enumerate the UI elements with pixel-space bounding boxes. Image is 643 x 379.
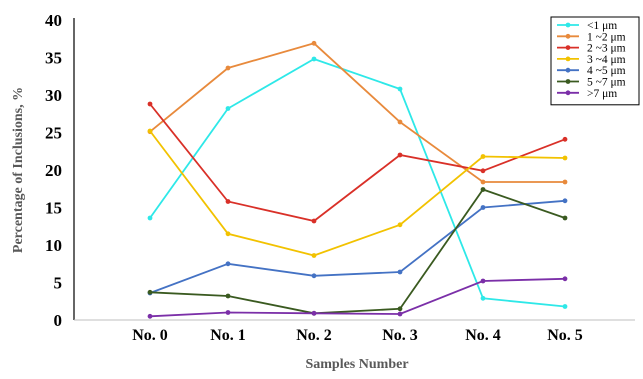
- data-point: [311, 40, 317, 46]
- series-line: [149, 103, 566, 222]
- series-4: [147, 128, 568, 258]
- series-7: [147, 276, 568, 319]
- series-3: [147, 101, 568, 224]
- series-line: [149, 199, 566, 294]
- data-point: [147, 313, 153, 319]
- data-point: [311, 253, 317, 258]
- series-line: [149, 130, 566, 257]
- y-axis-label: Percentage of Inclusions, %: [11, 87, 26, 253]
- data-point: [480, 205, 486, 210]
- data-point: [397, 86, 403, 92]
- legend: <1 μm1 ~2 μm2 ~3 μm3 ~4 μm4 ~5 μm5 ~7 μm…: [550, 16, 640, 106]
- y-tick-label: 35: [45, 49, 62, 68]
- y-tick-label: 0: [54, 311, 63, 330]
- data-point: [225, 106, 231, 111]
- data-point: [311, 310, 317, 316]
- data-point: [397, 306, 403, 312]
- legend-item: 2 ~3 μm: [557, 43, 626, 55]
- y-tick-label: 25: [45, 124, 62, 143]
- data-point: [480, 295, 486, 301]
- data-point: [562, 136, 568, 142]
- series-2: [147, 40, 568, 185]
- y-tick-labels: 0 5 10 15 20 25 30 35 40: [45, 11, 62, 330]
- data-point: [397, 119, 403, 125]
- series-line: [149, 42, 565, 183]
- legend-swatch-marker: [565, 33, 571, 39]
- data-point: [480, 179, 486, 185]
- data-point: [480, 187, 486, 192]
- data-point: [147, 101, 153, 107]
- series-line: [149, 58, 566, 308]
- data-point: [225, 231, 231, 237]
- legend-swatch-marker: [565, 22, 571, 28]
- legend-item: <1 μm: [557, 20, 617, 32]
- data-point: [397, 269, 403, 275]
- legend-swatch-marker: [565, 67, 571, 73]
- x-tick-label: No. 4: [465, 327, 501, 344]
- series-5: [147, 198, 568, 296]
- legend-item: 5 ~7 μm: [557, 77, 626, 89]
- data-point: [147, 128, 153, 134]
- data-point: [225, 65, 231, 71]
- x-axis-label: Samples Number: [305, 357, 408, 372]
- x-tick-label: No. 5: [547, 327, 583, 344]
- data-point: [562, 276, 568, 282]
- legend-item: >7 μm: [557, 88, 617, 100]
- series-1: [147, 56, 568, 309]
- data-point: [562, 198, 568, 204]
- legend-swatch-marker: [565, 56, 571, 62]
- legend-label: 5 ~7 μm: [587, 77, 626, 89]
- x-tick-label: No. 2: [296, 327, 332, 344]
- data-point: [225, 310, 231, 315]
- data-point: [225, 199, 231, 204]
- legend-swatch-marker: [565, 45, 571, 50]
- data-point: [225, 261, 231, 267]
- data-point: [480, 154, 486, 159]
- legend-item: 3 ~4 μm: [557, 54, 626, 66]
- axes: [73, 18, 635, 321]
- data-point: [480, 168, 486, 174]
- data-point: [147, 289, 153, 295]
- legend-label: >7 μm: [587, 88, 617, 100]
- y-tick-label: 40: [45, 11, 62, 30]
- data-point: [562, 179, 568, 185]
- data-point: [225, 293, 231, 299]
- data-point: [480, 278, 486, 284]
- data-point: [397, 311, 403, 317]
- y-tick-label: 20: [45, 161, 62, 180]
- data-point: [562, 304, 568, 309]
- series-line: [149, 188, 566, 315]
- data-point: [311, 56, 317, 62]
- legend-label: 3 ~4 μm: [587, 54, 626, 66]
- data-point: [311, 218, 317, 224]
- legend-label: <1 μm: [587, 20, 617, 32]
- legend-label: 4 ~5 μm: [587, 65, 626, 77]
- data-point: [562, 155, 568, 161]
- data-point: [562, 215, 568, 221]
- series-lines: [147, 40, 568, 319]
- x-tick-label: No. 1: [210, 327, 246, 344]
- data-point: [147, 215, 153, 221]
- legend-box: [550, 16, 640, 106]
- x-tick-label: No. 0: [132, 327, 168, 344]
- legend-item: 1 ~2 μm: [557, 31, 626, 43]
- legend-item: 4 ~5 μm: [557, 65, 626, 77]
- x-tick-label: No. 3: [382, 327, 418, 344]
- legend-swatch-marker: [565, 79, 571, 84]
- legend-label: 1 ~2 μm: [587, 31, 626, 43]
- series-line: [149, 277, 566, 318]
- legend-swatch-marker: [565, 90, 571, 96]
- y-tick-label: 30: [45, 86, 62, 105]
- x-tick-labels: No. 0 No. 1 No. 2 No. 3 No. 4 No. 5: [132, 327, 583, 344]
- data-point: [311, 273, 317, 279]
- y-tick-label: 5: [54, 274, 63, 293]
- legend-label: 2 ~3 μm: [587, 43, 626, 55]
- y-tick-label: 15: [45, 199, 62, 218]
- y-tick-label: 10: [45, 236, 62, 255]
- data-point: [397, 222, 403, 228]
- data-point: [397, 152, 403, 158]
